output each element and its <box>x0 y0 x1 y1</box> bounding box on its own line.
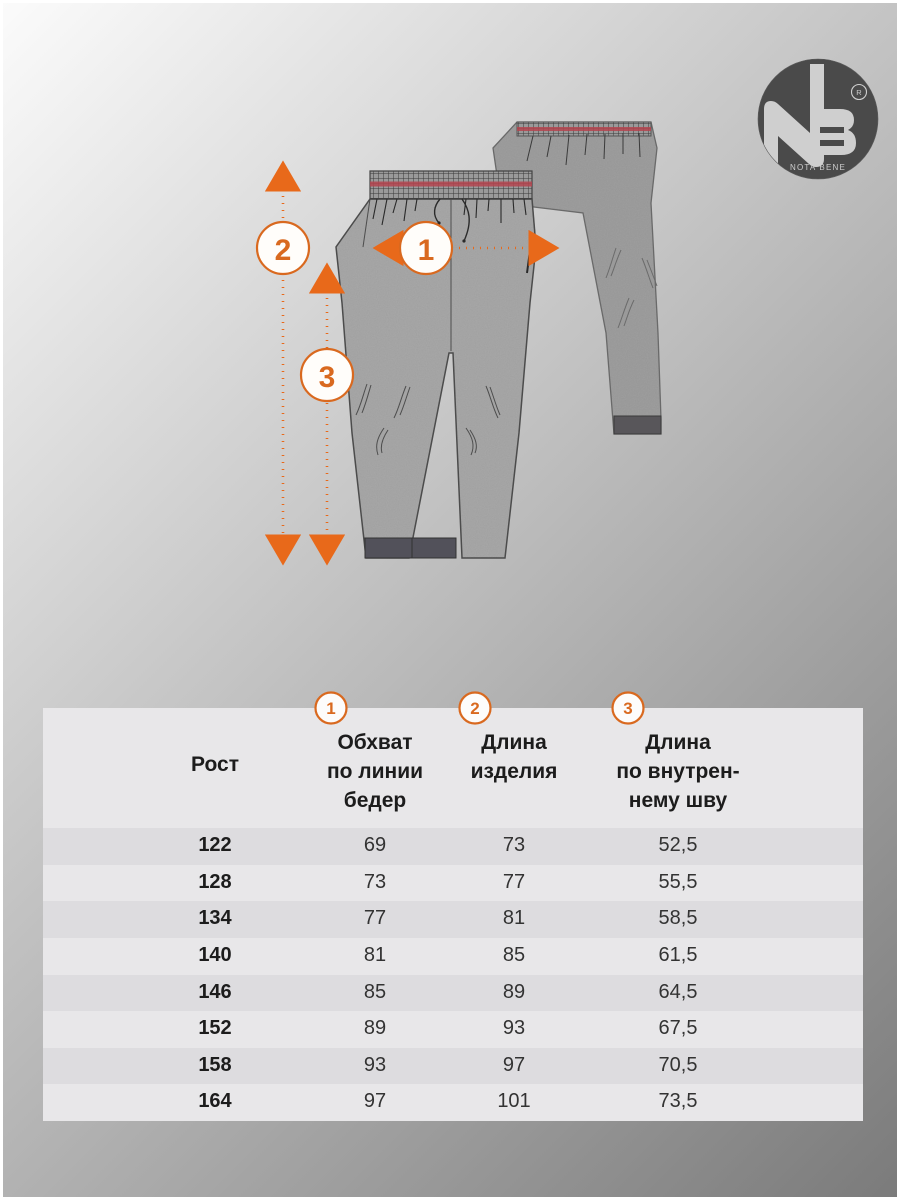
svg-text:3: 3 <box>623 699 632 718</box>
svg-text:3: 3 <box>319 361 336 394</box>
svg-text:2: 2 <box>470 699 479 718</box>
svg-text:1: 1 <box>326 699 335 718</box>
svg-text:1: 1 <box>418 234 435 267</box>
svg-text:2: 2 <box>275 234 292 267</box>
